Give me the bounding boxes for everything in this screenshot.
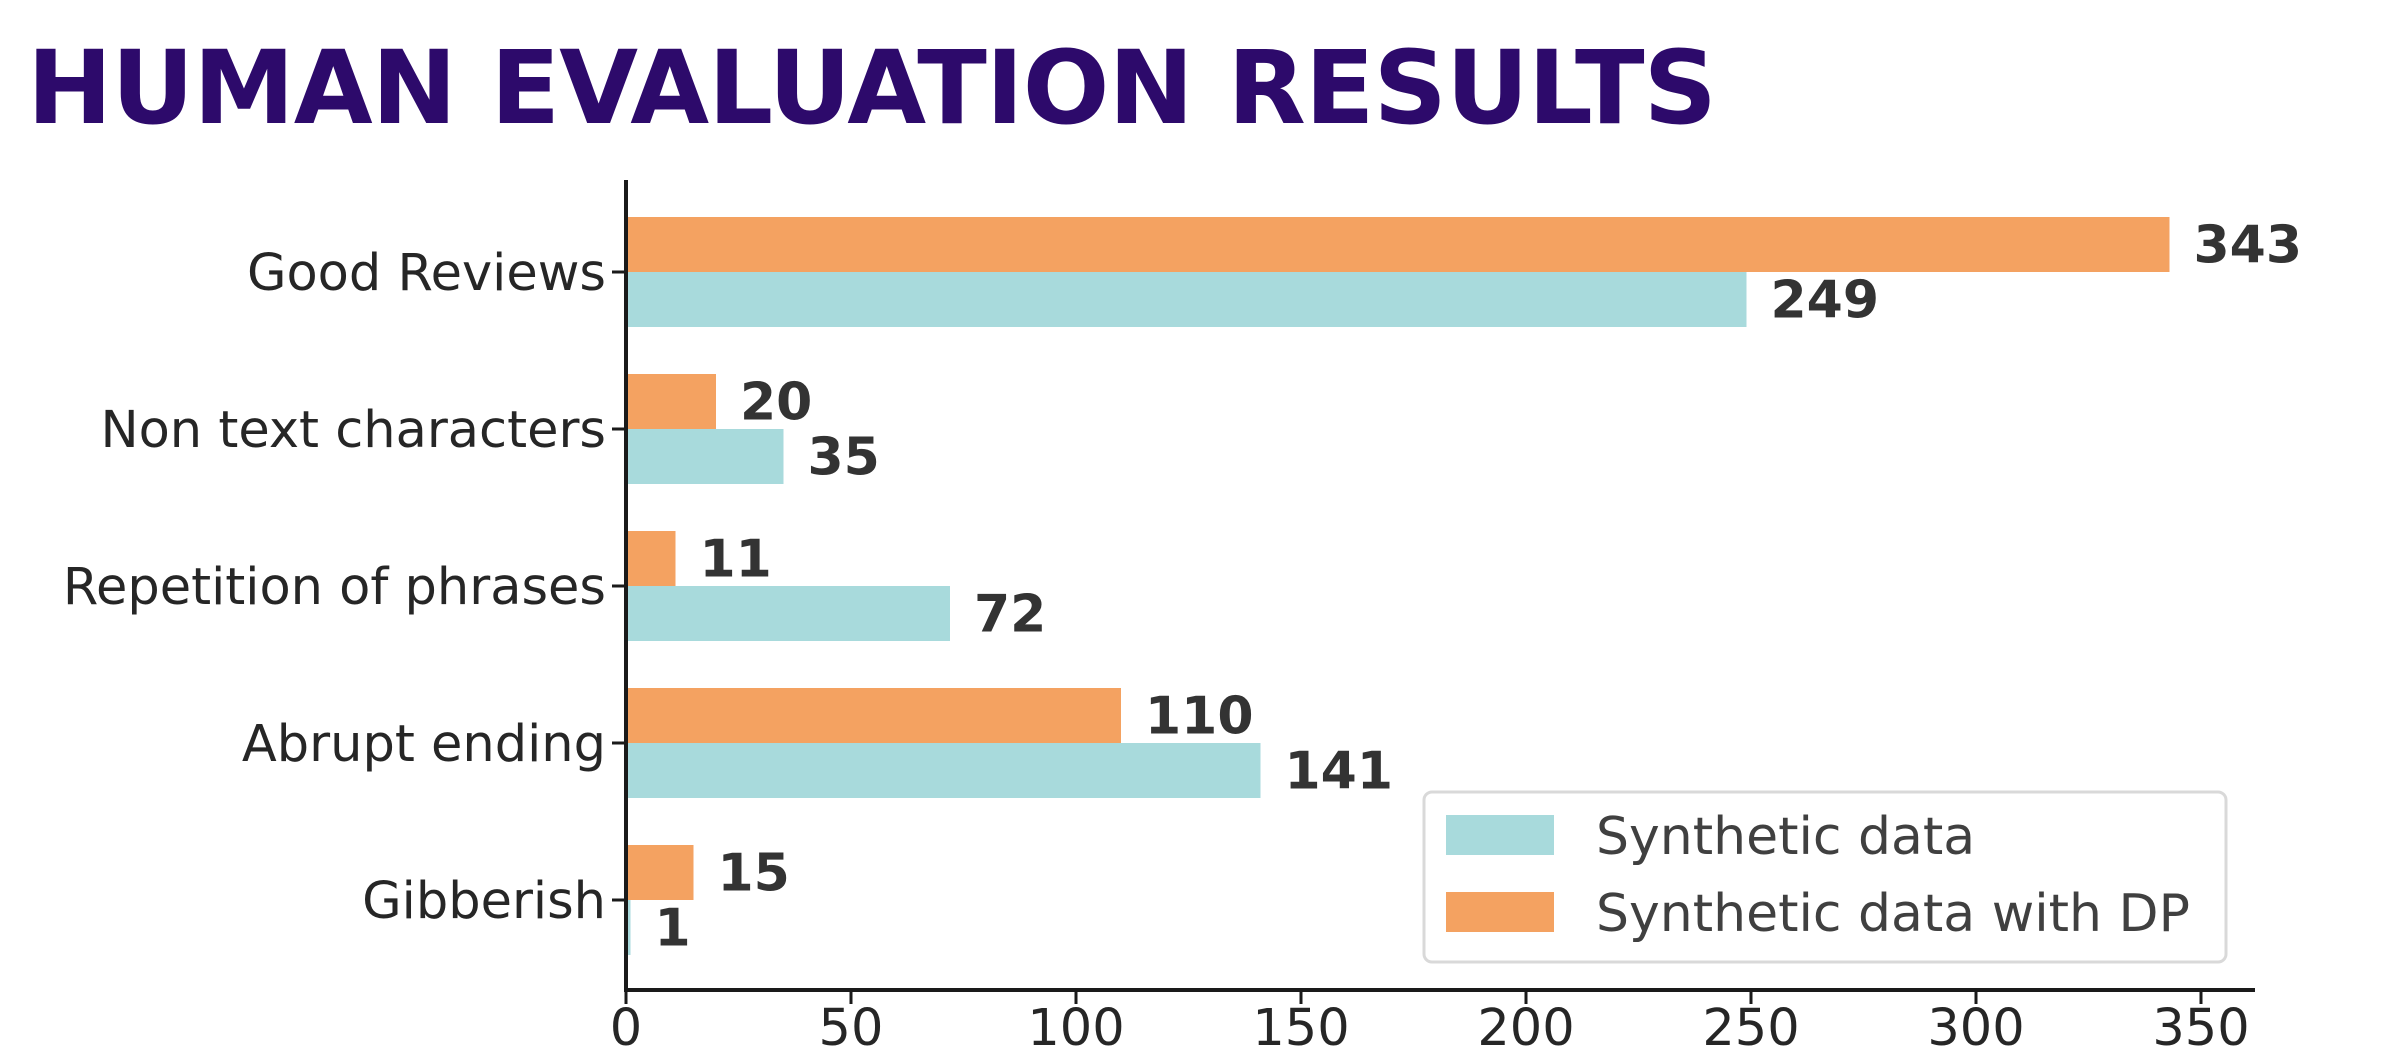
legend-swatch-synthetic-data	[1446, 815, 1554, 855]
bar-abrupt-ending-synthetic-data	[626, 743, 1261, 798]
bar-non-text-characters-synthetic-data	[626, 429, 784, 484]
x-tick-label-50: 50	[819, 999, 884, 1058]
bar-repetition-of-phrases-synthetic-data	[626, 586, 950, 641]
category-label-gibberish: Gibberish	[362, 872, 606, 931]
legend-label-synthetic-data: Synthetic data	[1596, 807, 1975, 867]
bars-layer	[626, 217, 2170, 955]
category-label-abrupt-ending: Abrupt ending	[242, 715, 606, 774]
value-label-gibberish-synthetic-data: 1	[655, 899, 691, 959]
bar-abrupt-ending-synthetic-data-with-dp	[626, 688, 1121, 743]
x-ticks-layer: 0 50 100 150 200 250 300 350	[610, 270, 2250, 1058]
value-label-non-text-characters-synthetic-data-with-dp: 20	[740, 373, 812, 433]
bar-non-text-characters-synthetic-data-with-dp	[626, 374, 716, 429]
bar-gibberish-synthetic-data	[626, 900, 631, 955]
x-tick-label-250: 250	[1702, 999, 1799, 1058]
bar-good-reviews-synthetic-data	[626, 272, 1747, 327]
x-tick-label-100: 100	[1027, 999, 1124, 1058]
value-label-non-text-characters-synthetic-data: 35	[808, 428, 880, 488]
category-label-good-reviews: Good Reviews	[247, 244, 606, 303]
value-label-abrupt-ending-synthetic-data-with-dp: 110	[1145, 687, 1254, 747]
page-title: HUMAN EVALUATION RESULTS	[27, 29, 1717, 148]
x-tick-label-150: 150	[1252, 999, 1349, 1058]
category-labels-layer: Good Reviews Non text characters Repetitio…	[63, 244, 606, 931]
legend: Synthetic data Synthetic data with DP	[1422, 790, 2228, 964]
bar-good-reviews-synthetic-data-with-dp	[626, 217, 2170, 272]
category-label-repetition-of-phrases: Repetition of phrases	[63, 558, 606, 617]
value-label-good-reviews-synthetic-data-with-dp: 343	[2194, 216, 2303, 276]
value-label-abrupt-ending-synthetic-data: 141	[1285, 742, 1394, 802]
legend-swatch-synthetic-data-with-dp	[1446, 892, 1554, 932]
value-label-repetition-of-phrases-synthetic-data-with-dp: 11	[700, 530, 772, 590]
value-label-good-reviews-synthetic-data: 249	[1771, 271, 1880, 331]
bar-gibberish-synthetic-data-with-dp	[626, 845, 694, 900]
legend-label-synthetic-data-with-dp: Synthetic data with DP	[1596, 884, 2190, 944]
value-label-gibberish-synthetic-data-with-dp: 15	[718, 844, 790, 904]
value-label-repetition-of-phrases-synthetic-data: 72	[974, 585, 1046, 645]
x-tick-label-350: 350	[2152, 999, 2249, 1058]
x-tick-label-200: 200	[1477, 999, 1574, 1058]
x-tick-label-0: 0	[610, 999, 642, 1058]
category-label-non-text-characters: Non text characters	[100, 401, 606, 460]
x-tick-label-300: 300	[1927, 999, 2024, 1058]
legend-frame	[1422, 790, 2228, 964]
bar-repetition-of-phrases-synthetic-data-with-dp	[626, 531, 676, 586]
